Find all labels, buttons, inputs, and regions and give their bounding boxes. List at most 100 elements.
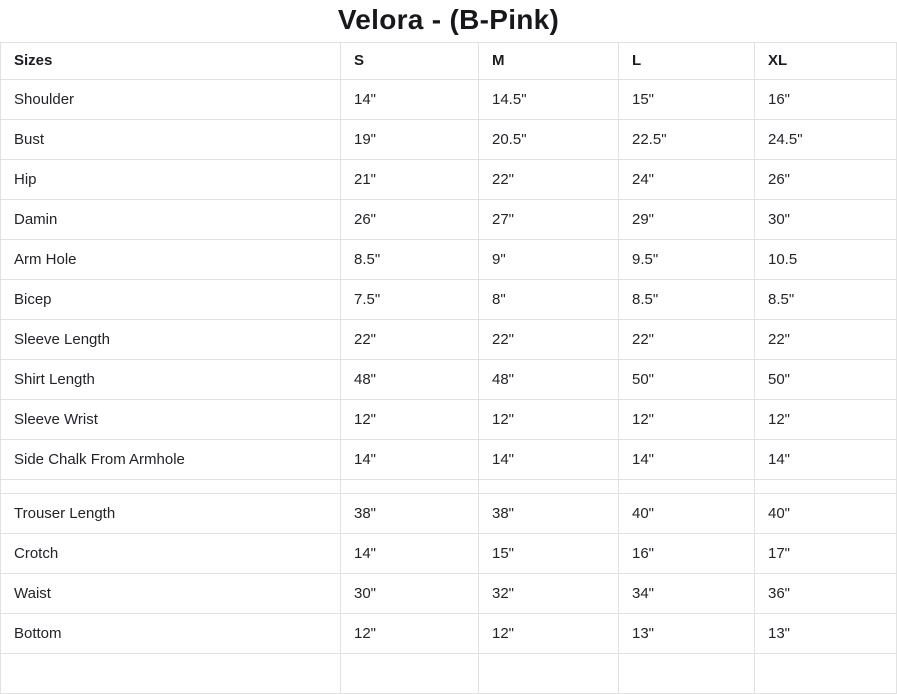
measurement-label: Bottom bbox=[0, 613, 341, 654]
page-title: Velora - (B-Pink) bbox=[337, 4, 560, 35]
column-header-xl: XL bbox=[754, 42, 897, 80]
table-row bbox=[0, 653, 897, 694]
measurement-value: 15" bbox=[618, 79, 755, 120]
table-row: Crotch 14" 15" 16" 17" bbox=[0, 533, 897, 574]
measurement-value: 50" bbox=[754, 359, 897, 400]
measurement-value bbox=[754, 479, 897, 494]
measurement-value: 13" bbox=[754, 613, 897, 654]
measurement-value: 14" bbox=[340, 79, 479, 120]
measurement-label: Bicep bbox=[0, 279, 341, 320]
measurement-value: 8.5" bbox=[618, 279, 755, 320]
measurement-value: 36" bbox=[754, 573, 897, 614]
measurement-value: 16" bbox=[618, 533, 755, 574]
measurement-value: 40" bbox=[754, 493, 897, 534]
measurement-value: 7.5" bbox=[340, 279, 479, 320]
measurement-value: 26" bbox=[754, 159, 897, 200]
measurement-value: 34" bbox=[618, 573, 755, 614]
measurement-value bbox=[754, 653, 897, 694]
measurement-label: Waist bbox=[0, 573, 341, 614]
measurement-label bbox=[0, 653, 341, 694]
measurement-value: 27" bbox=[478, 199, 619, 240]
measurement-value: 38" bbox=[478, 493, 619, 534]
measurement-value: 50" bbox=[618, 359, 755, 400]
measurement-value: 12" bbox=[618, 399, 755, 440]
measurement-value: 22" bbox=[478, 319, 619, 360]
table-row: Sleeve Wrist 12" 12" 12" 12" bbox=[0, 399, 897, 440]
measurement-value: 26" bbox=[340, 199, 479, 240]
table-row: Waist 30" 32" 34" 36" bbox=[0, 573, 897, 614]
measurement-value: 22" bbox=[478, 159, 619, 200]
table-row: Sleeve Length 22" 22" 22" 22" bbox=[0, 319, 897, 360]
measurement-value: 22" bbox=[618, 319, 755, 360]
measurement-label: Arm Hole bbox=[0, 239, 341, 280]
column-header-m: M bbox=[478, 42, 619, 80]
table-row: Damin 26" 27" 29" 30" bbox=[0, 199, 897, 240]
measurement-value: 29" bbox=[618, 199, 755, 240]
table-row: Shoulder 14" 14.5" 15" 16" bbox=[0, 79, 897, 120]
table-row: Shirt Length 48" 48" 50" 50" bbox=[0, 359, 897, 400]
measurement-value: 48" bbox=[478, 359, 619, 400]
measurement-value: 19" bbox=[340, 119, 479, 160]
table-row: Trouser Length 38" 38" 40" 40" bbox=[0, 493, 897, 534]
measurement-value: 15" bbox=[478, 533, 619, 574]
measurement-value: 8.5" bbox=[754, 279, 897, 320]
measurement-value: 12" bbox=[478, 399, 619, 440]
measurement-value: 48" bbox=[340, 359, 479, 400]
measurement-value bbox=[340, 479, 479, 494]
measurement-label: Side Chalk From Armhole bbox=[0, 439, 341, 480]
measurement-value: 14" bbox=[340, 439, 479, 480]
measurement-value bbox=[340, 653, 479, 694]
measurement-value: 30" bbox=[754, 199, 897, 240]
measurement-label: Sleeve Length bbox=[0, 319, 341, 360]
measurement-value: 21" bbox=[340, 159, 479, 200]
size-chart-table: Sizes S M L XL Shoulder 14" 14.5" 15" 16" Bus… bbox=[0, 42, 897, 694]
measurement-value: 40" bbox=[618, 493, 755, 534]
measurement-value: 22.5" bbox=[618, 119, 755, 160]
measurement-value bbox=[618, 653, 755, 694]
column-header-s: S bbox=[340, 42, 479, 80]
size-chart-page: Velora - (B-Pink) Sizes S M L XL Shoulde… bbox=[0, 5, 897, 694]
table-row: Bottom 12" 12" 13" 13" bbox=[0, 613, 897, 654]
measurement-value: 12" bbox=[340, 613, 479, 654]
measurement-label: Bust bbox=[0, 119, 341, 160]
measurement-value: 14" bbox=[340, 533, 479, 574]
measurement-value: 12" bbox=[478, 613, 619, 654]
measurement-value bbox=[618, 479, 755, 494]
table-row: Side Chalk From Armhole 14" 14" 14" 14" bbox=[0, 439, 897, 480]
measurement-label: Trouser Length bbox=[0, 493, 341, 534]
table-row: Bicep 7.5" 8" 8.5" 8.5" bbox=[0, 279, 897, 320]
table-row: Bust 19" 20.5" 22.5" 24.5" bbox=[0, 119, 897, 160]
measurement-value: 8" bbox=[478, 279, 619, 320]
measurement-label: Crotch bbox=[0, 533, 341, 574]
size-table-body: Shoulder 14" 14.5" 15" 16" Bust 19" 20.5" 22.5" 2… bbox=[0, 79, 897, 694]
measurement-value: 24" bbox=[618, 159, 755, 200]
measurement-value: 14" bbox=[478, 439, 619, 480]
measurement-value: 8.5" bbox=[340, 239, 479, 280]
measurement-value: 30" bbox=[340, 573, 479, 614]
measurement-value: 9.5" bbox=[618, 239, 755, 280]
measurement-value: 9" bbox=[478, 239, 619, 280]
measurement-value: 16" bbox=[754, 79, 897, 120]
column-header-l: L bbox=[618, 42, 755, 80]
measurement-value: 14" bbox=[618, 439, 755, 480]
measurement-label: Hip bbox=[0, 159, 341, 200]
measurement-value: 17" bbox=[754, 533, 897, 574]
header-row: Sizes S M L XL bbox=[0, 42, 897, 80]
table-row: Hip 21" 22" 24" 26" bbox=[0, 159, 897, 200]
table-row bbox=[0, 479, 897, 494]
measurement-label: Shoulder bbox=[0, 79, 341, 120]
measurement-value: 10.5 bbox=[754, 239, 897, 280]
column-header-sizes: Sizes bbox=[0, 42, 341, 80]
measurement-label: Sleeve Wrist bbox=[0, 399, 341, 440]
measurement-value: 12" bbox=[340, 399, 479, 440]
measurement-value: 13" bbox=[618, 613, 755, 654]
measurement-value: 14.5" bbox=[478, 79, 619, 120]
measurement-value: 22" bbox=[340, 319, 479, 360]
measurement-value: 22" bbox=[754, 319, 897, 360]
measurement-label: Shirt Length bbox=[0, 359, 341, 400]
measurement-value: 12" bbox=[754, 399, 897, 440]
measurement-value: 14" bbox=[754, 439, 897, 480]
measurement-value bbox=[478, 653, 619, 694]
measurement-value: 20.5" bbox=[478, 119, 619, 160]
measurement-label: Damin bbox=[0, 199, 341, 240]
